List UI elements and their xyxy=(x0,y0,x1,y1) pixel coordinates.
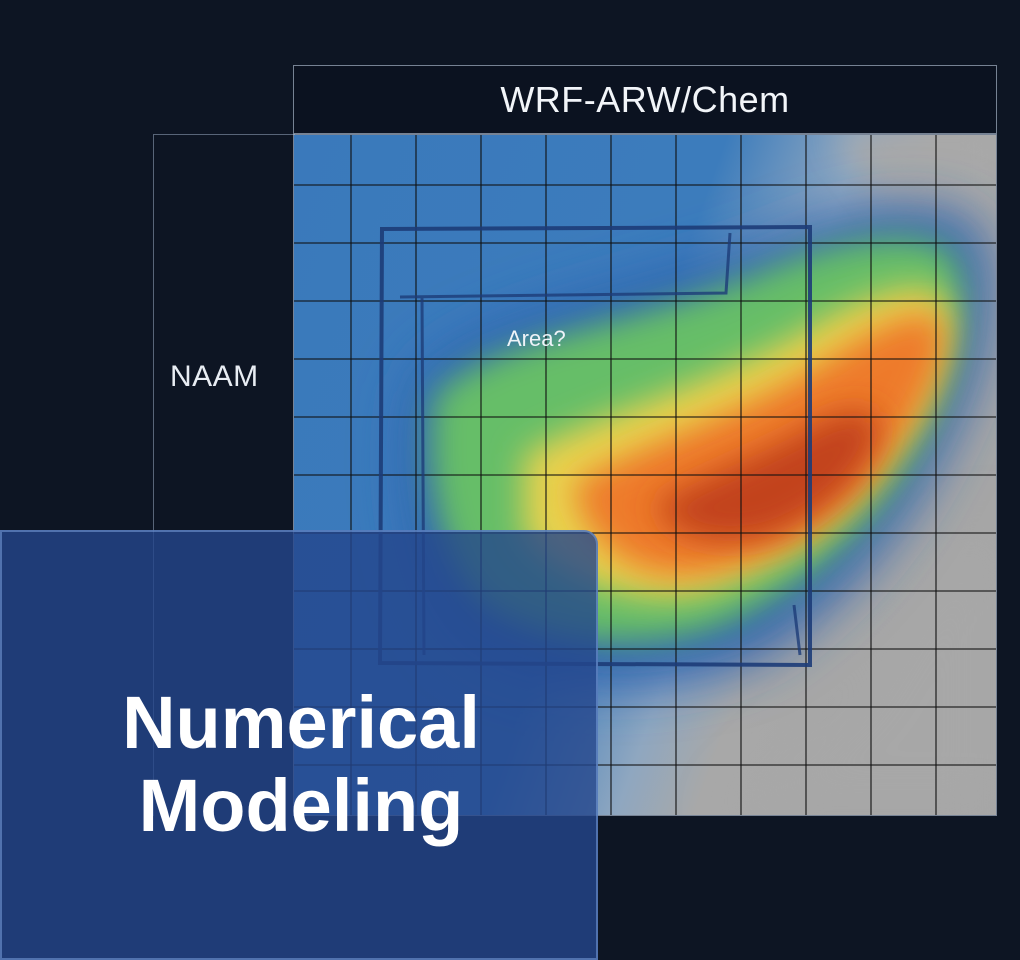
clean-air-corner xyxy=(834,135,996,205)
title-card: Numerical Modeling xyxy=(0,530,598,960)
outer-domain-label: NAAM xyxy=(170,360,259,393)
title-text: Numerical Modeling xyxy=(2,681,600,848)
title-line-1: Numerical xyxy=(122,681,480,764)
model-domain-header: WRF-ARW/Chem xyxy=(293,65,997,134)
plume-red-core xyxy=(654,411,880,542)
area-question-label: Area? xyxy=(507,326,566,351)
model-domain-title: WRF-ARW/Chem xyxy=(500,78,790,120)
clean-air-region xyxy=(724,515,996,815)
title-line-2: Modeling xyxy=(138,763,464,847)
outer-domain-frame xyxy=(153,134,295,816)
inner-domain-box xyxy=(377,224,812,668)
